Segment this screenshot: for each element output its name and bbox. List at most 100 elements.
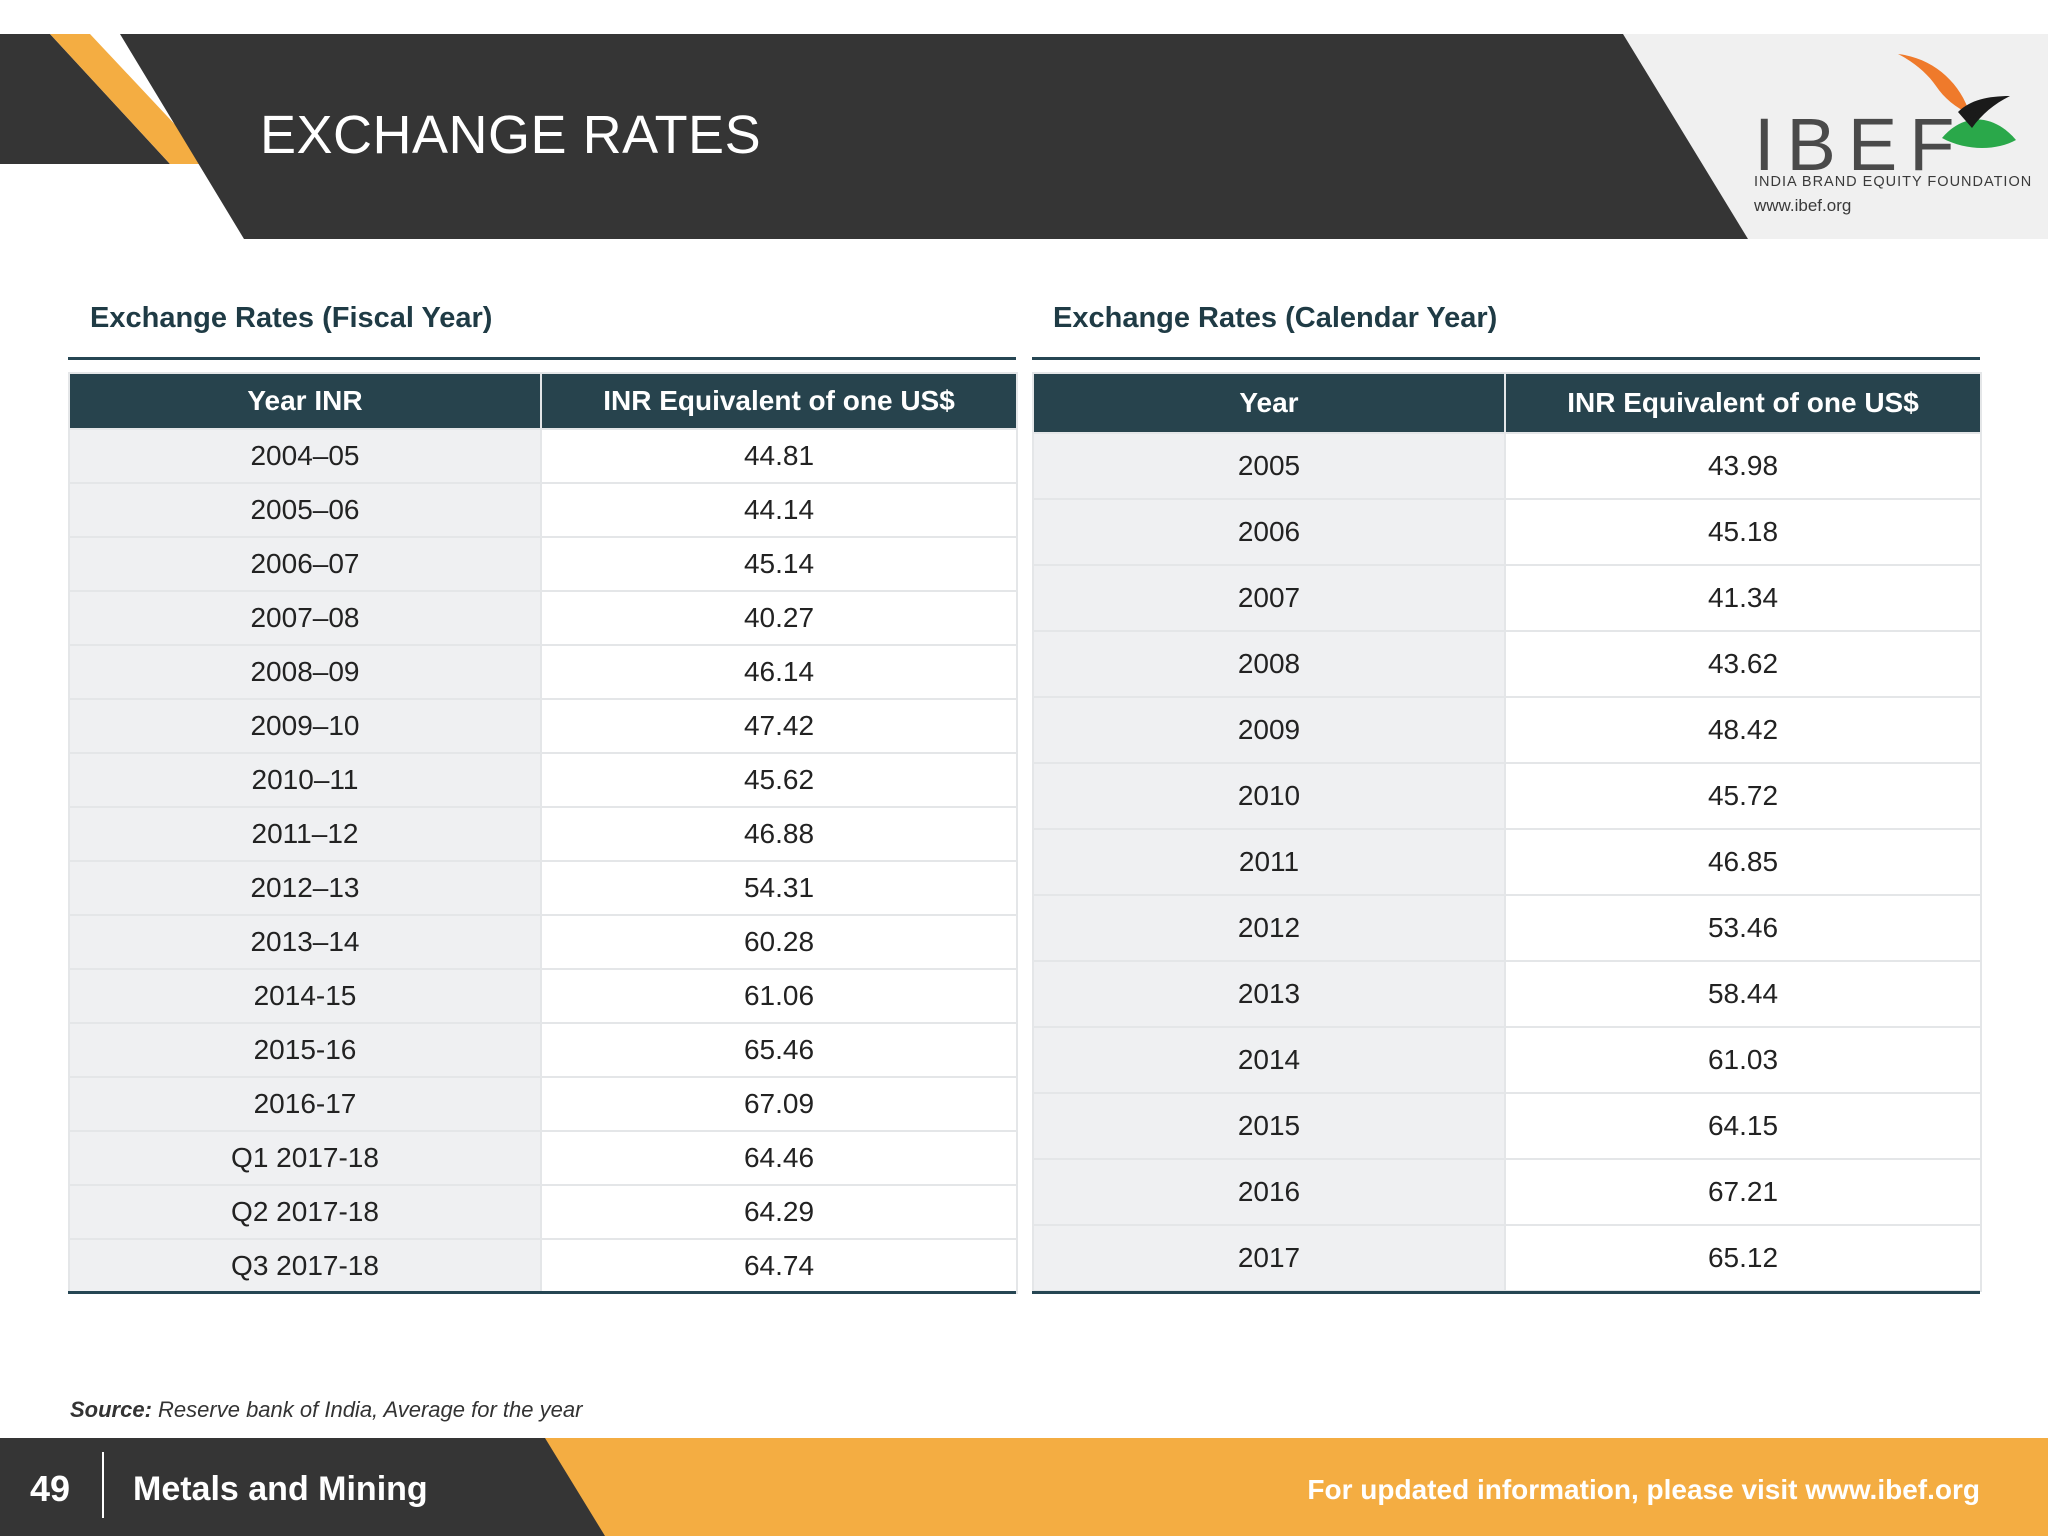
fiscal-title-rule [68, 357, 1016, 360]
table-row: Q3 2017-18 64.74 [68, 1238, 1018, 1294]
rate-cell: 67.21 [1504, 1158, 1982, 1226]
rate-cell: 40.27 [540, 590, 1018, 646]
rate-cell: 61.06 [540, 968, 1018, 1024]
year-cell: 2004–05 [68, 428, 542, 484]
year-cell: 2009 [1032, 696, 1506, 764]
year-cell: 2012–13 [68, 860, 542, 916]
table-row: 2006 45.18 [1032, 498, 1982, 566]
table-row: 2009 48.42 [1032, 696, 1982, 764]
year-cell: 2005 [1032, 432, 1506, 500]
table-row: 2017 65.12 [1032, 1224, 1982, 1292]
rate-cell: 64.15 [1504, 1092, 1982, 1160]
rate-cell: 43.98 [1504, 432, 1982, 500]
rate-cell: 65.46 [540, 1022, 1018, 1078]
rate-cell: 54.31 [540, 860, 1018, 916]
table-row: Q1 2017-18 64.46 [68, 1130, 1018, 1186]
page-number: 49 [30, 1468, 71, 1509]
fiscal-year-table: Year INR INR Equivalent of one US$ 2004–… [68, 372, 1018, 1294]
rate-cell: 45.14 [540, 536, 1018, 592]
rate-cell: 64.46 [540, 1130, 1018, 1186]
table-row: 2012–13 54.31 [68, 860, 1018, 916]
source-text: Reserve bank of India, Average for the y… [151, 1397, 583, 1422]
rate-cell: 45.62 [540, 752, 1018, 808]
source-note: Source: Reserve bank of India, Average f… [70, 1397, 582, 1423]
table-row: 2014-15 61.06 [68, 968, 1018, 1024]
table-row: 2012 53.46 [1032, 894, 1982, 962]
rate-cell: 44.81 [540, 428, 1018, 484]
rate-cell: 45.18 [1504, 498, 1982, 566]
calendar-title-rule [1032, 357, 1980, 360]
rate-cell: 41.34 [1504, 564, 1982, 632]
rate-cell: 53.46 [1504, 894, 1982, 962]
table-row: 2015 64.15 [1032, 1092, 1982, 1160]
year-cell: 2007–08 [68, 590, 542, 646]
table-row: 2010–11 45.62 [68, 752, 1018, 808]
logo-wordmark: IBEF [1754, 103, 1967, 186]
table-row: 2011 46.85 [1032, 828, 1982, 896]
rate-cell: 64.74 [540, 1238, 1018, 1294]
calendar-year-table: Year INR Equivalent of one US$ 2005 43.98… [1032, 372, 1982, 1292]
year-cell: 2012 [1032, 894, 1506, 962]
column-header: INR Equivalent of one US$ [540, 372, 1018, 430]
year-cell: 2017 [1032, 1224, 1506, 1292]
table-row: 2011–12 46.88 [68, 806, 1018, 862]
year-cell: 2008 [1032, 630, 1506, 698]
year-cell: 2014-15 [68, 968, 542, 1024]
rate-cell: 43.62 [1504, 630, 1982, 698]
table-row: 2016 67.21 [1032, 1158, 1982, 1226]
year-cell: 2006 [1032, 498, 1506, 566]
table-header-row: Year INR Equivalent of one US$ [1032, 372, 1982, 434]
source-label: Source: [70, 1397, 152, 1422]
fiscal-table-title: Exchange Rates (Fiscal Year) [90, 302, 493, 334]
table-row: 2015-16 65.46 [68, 1022, 1018, 1078]
year-cell: 2008–09 [68, 644, 542, 700]
column-header: INR Equivalent of one US$ [1504, 372, 1982, 434]
table-row: 2007 41.34 [1032, 564, 1982, 632]
year-cell: 2010 [1032, 762, 1506, 830]
table-row: 2008–09 46.14 [68, 644, 1018, 700]
header-banner [0, 34, 2048, 239]
rate-cell: 45.72 [1504, 762, 1982, 830]
table-row: 2014 61.03 [1032, 1026, 1982, 1094]
rate-cell: 61.03 [1504, 1026, 1982, 1094]
table-row: 2005 43.98 [1032, 432, 1982, 500]
year-cell: Q3 2017-18 [68, 1238, 542, 1294]
year-cell: 2013 [1032, 960, 1506, 1028]
rate-cell: 44.14 [540, 482, 1018, 538]
fiscal-table-bottom-rule [68, 1291, 1016, 1294]
year-cell: 2013–14 [68, 914, 542, 970]
year-cell: 2011 [1032, 828, 1506, 896]
year-cell: 2005–06 [68, 482, 542, 538]
table-row: 2007–08 40.27 [68, 590, 1018, 646]
year-cell: 2015-16 [68, 1022, 542, 1078]
table-row: 2006–07 45.14 [68, 536, 1018, 592]
rate-cell: 48.42 [1504, 696, 1982, 764]
year-cell: 2016 [1032, 1158, 1506, 1226]
ibef-website-link[interactable]: For updated information, please visit ww… [1307, 1474, 1980, 1505]
table-row: 2016-17 67.09 [68, 1076, 1018, 1132]
table-row: 2010 45.72 [1032, 762, 1982, 830]
year-cell: Q2 2017-18 [68, 1184, 542, 1240]
year-cell: 2015 [1032, 1092, 1506, 1160]
year-cell: 2009–10 [68, 698, 542, 754]
year-cell: 2011–12 [68, 806, 542, 862]
year-cell: Q1 2017-18 [68, 1130, 542, 1186]
bird-logo-icon [1898, 54, 2016, 148]
column-header: Year [1032, 372, 1506, 434]
table-row: 2009–10 47.42 [68, 698, 1018, 754]
rate-cell: 67.09 [540, 1076, 1018, 1132]
rate-cell: 46.85 [1504, 828, 1982, 896]
rate-cell: 58.44 [1504, 960, 1982, 1028]
table-row: 2005–06 44.14 [68, 482, 1018, 538]
rate-cell: 46.88 [540, 806, 1018, 862]
table-row: 2013 58.44 [1032, 960, 1982, 1028]
rate-cell: 64.29 [540, 1184, 1018, 1240]
logo-url: www.ibef.org [1754, 196, 1852, 215]
calendar-table-title: Exchange Rates (Calendar Year) [1053, 302, 1498, 334]
year-cell: 2006–07 [68, 536, 542, 592]
rate-cell: 47.42 [540, 698, 1018, 754]
calendar-table-bottom-rule [1032, 1291, 1980, 1294]
table-row: Q2 2017-18 64.29 [68, 1184, 1018, 1240]
ibef-logo: IBEF INDIA BRAND EQUITY FOUNDATION www.i… [1740, 52, 2040, 227]
table-row: 2008 43.62 [1032, 630, 1982, 698]
